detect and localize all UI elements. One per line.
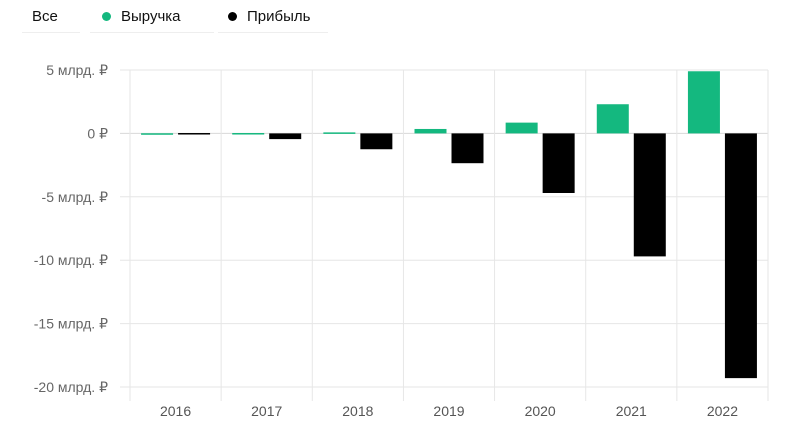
x-tick-label-2019: 2019 xyxy=(433,403,464,419)
bar-revenue-2020[interactable] xyxy=(505,122,538,134)
bar-profit-2016[interactable] xyxy=(178,133,211,135)
x-tick-label-2020: 2020 xyxy=(525,403,556,419)
x-tick-label-2022: 2022 xyxy=(707,403,738,419)
y-tick-label-3: -10 млрд. ₽ xyxy=(34,252,108,268)
y-tick-label-1: 0 ₽ xyxy=(87,125,108,141)
bar-profit-2019[interactable] xyxy=(451,133,484,164)
y-tick-label-2: -5 млрд. ₽ xyxy=(42,189,109,205)
revenue-dot-icon xyxy=(102,11,111,21)
bar-profit-2020[interactable] xyxy=(542,133,575,193)
profit-dot-icon xyxy=(228,11,237,21)
bar-revenue-2018[interactable] xyxy=(323,132,356,134)
legend-revenue-label: Выручка xyxy=(121,7,181,25)
bar-revenue-2019[interactable] xyxy=(414,128,447,134)
bar-profit-2022[interactable] xyxy=(724,133,757,379)
bar-revenue-2017[interactable] xyxy=(232,133,265,135)
y-tick-label-5: -20 млрд. ₽ xyxy=(34,379,108,395)
bar-profit-2017[interactable] xyxy=(269,133,302,140)
x-tick-label-2017: 2017 xyxy=(251,403,282,419)
bar-profit-2021[interactable] xyxy=(633,133,666,257)
x-tick-label-2018: 2018 xyxy=(342,403,373,419)
bar-profit-2018[interactable] xyxy=(360,133,393,150)
y-tick-label-0: 5 млрд. ₽ xyxy=(46,62,108,78)
bar-revenue-2016[interactable] xyxy=(141,133,174,135)
y-tick-label-4: -15 млрд. ₽ xyxy=(34,316,108,332)
legend-profit-label: Прибыль xyxy=(247,7,311,25)
legend-filter-revenue[interactable]: Выручка xyxy=(90,0,214,33)
bar-revenue-2022[interactable] xyxy=(687,71,720,134)
bar-revenue-2021[interactable] xyxy=(596,104,629,134)
legend-filter-all[interactable]: Все xyxy=(22,0,80,33)
legend-all-label: Все xyxy=(32,7,58,25)
x-tick-label-2016: 2016 xyxy=(160,403,191,419)
legend-filter-profit[interactable]: Прибыль xyxy=(218,0,328,33)
x-tick-label-2021: 2021 xyxy=(616,403,647,419)
chart-legend: Все Выручка Прибыль xyxy=(0,0,797,36)
